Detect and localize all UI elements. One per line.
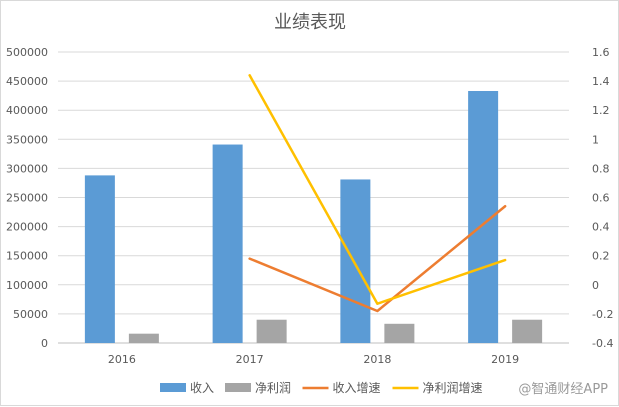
legend-swatch	[160, 383, 186, 392]
y-right-tick-label: 0.6	[592, 192, 610, 205]
y-right-tick-label: -0.2	[592, 308, 613, 321]
y-right-tick-label: 1.2	[592, 104, 610, 117]
legend-label: 收入	[190, 381, 214, 395]
x-tick-label: 2018	[363, 353, 391, 366]
legend-label: 净利润	[255, 381, 291, 395]
y-right-tick-label: 0.4	[592, 221, 610, 234]
watermark-text: @智通财经APP	[518, 382, 608, 397]
y-left-tick-label: 400000	[6, 104, 48, 117]
y-left-tick-label: 450000	[6, 75, 48, 88]
legend-label: 收入增速	[333, 381, 381, 395]
x-tick-label: 2017	[236, 353, 264, 366]
bar	[128, 333, 159, 343]
legend-label: 净利润增速	[423, 381, 483, 395]
y-right-tick-label: 0.8	[592, 162, 610, 175]
y-right-tick-label: 1.4	[592, 75, 610, 88]
y-right-tick-label: 0	[592, 279, 599, 292]
y-right-tick-label: 1	[592, 133, 599, 146]
bar	[384, 323, 415, 343]
y-left-tick-label: 0	[41, 337, 48, 350]
series-line	[248, 74, 507, 305]
x-tick-label: 2016	[108, 353, 136, 366]
y-right-tick-label: 1.6	[592, 46, 610, 59]
bar	[212, 144, 243, 343]
y-left-tick-label: 350000	[6, 133, 48, 146]
y-left-tick-label: 150000	[6, 250, 48, 263]
y-left-tick-label: 250000	[6, 192, 48, 205]
y-left-tick-label: 500000	[6, 46, 48, 59]
y-right-tick-label: 0.2	[592, 250, 610, 263]
bar	[340, 179, 371, 343]
chart-title: 业绩表现	[274, 12, 346, 33]
bar	[512, 319, 543, 343]
series-line	[248, 204, 507, 313]
y-left-tick-label: 200000	[6, 221, 48, 234]
bar	[84, 175, 115, 343]
y-left-tick-label: 100000	[6, 279, 48, 292]
y-right-tick-label: -0.4	[592, 337, 613, 350]
x-tick-label: 2019	[491, 353, 519, 366]
bar	[256, 319, 287, 343]
y-left-tick-label: 50000	[13, 308, 48, 321]
y-left-tick-label: 300000	[6, 162, 48, 175]
legend-swatch	[225, 383, 251, 392]
